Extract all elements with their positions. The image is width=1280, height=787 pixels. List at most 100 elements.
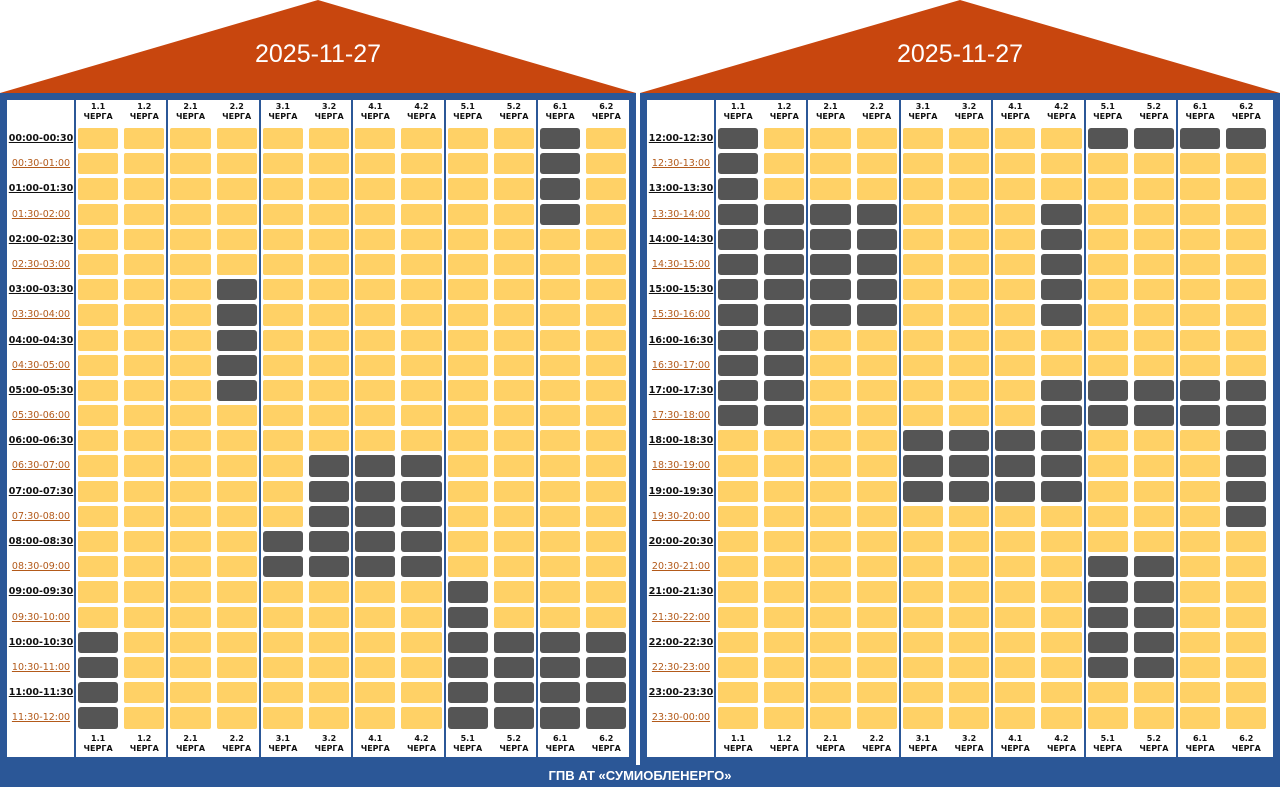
power-block — [1180, 304, 1221, 326]
power-block — [1133, 505, 1174, 527]
power-on-cell — [537, 328, 583, 353]
outage-cell — [1085, 579, 1131, 604]
group-divider — [536, 100, 538, 757]
power-on-cell — [854, 605, 900, 630]
power-on-cell — [761, 176, 807, 201]
queue-column-6.1: 6.1 ЧЕРГА 6.1 ЧЕРГА — [1177, 100, 1223, 757]
power-block — [856, 128, 897, 150]
time-column: 12:00-12:30 12:30-13:00 13:00-13:30 13:30-1… — [647, 126, 715, 731]
queue-number: 2.2 — [869, 734, 884, 743]
outage-cell — [992, 453, 1038, 478]
power-block — [493, 581, 534, 603]
power-on-cell — [761, 680, 807, 705]
outage-cell — [761, 403, 807, 428]
power-block — [401, 631, 442, 653]
outage-cell — [715, 328, 761, 353]
power-block — [586, 153, 627, 175]
power-block — [355, 329, 396, 351]
power-on-cell — [1177, 151, 1223, 176]
power-on-cell — [807, 680, 853, 705]
power-block — [124, 430, 165, 452]
power-block — [493, 153, 534, 175]
power-on-cell — [1177, 655, 1223, 680]
outage-cell — [1038, 378, 1084, 403]
outage-block — [718, 354, 759, 376]
power-block — [216, 606, 257, 628]
time-slot-label: 01:00-01:30 — [8, 183, 74, 195]
power-on-cell — [900, 630, 946, 655]
power-block — [124, 556, 165, 578]
power-block — [216, 556, 257, 578]
power-block — [995, 581, 1036, 603]
queue-label: ЧЕРГА — [1093, 744, 1123, 753]
queue-header: 5.2 ЧЕРГА — [1131, 100, 1177, 126]
outage-cell — [807, 277, 853, 302]
power-block — [902, 682, 943, 704]
power-on-cell — [946, 277, 992, 302]
power-block — [1180, 480, 1221, 502]
outage-block — [718, 203, 759, 225]
power-block — [355, 354, 396, 376]
power-block — [493, 455, 534, 477]
power-block — [1087, 203, 1128, 225]
queue-header: 4.1 ЧЕРГА — [352, 100, 398, 126]
power-on-cell — [306, 428, 352, 453]
power-on-cell — [306, 680, 352, 705]
time-slot-label: 17:30-18:00 — [651, 410, 711, 422]
queue-number: 2.2 — [869, 102, 884, 111]
power-on-cell — [398, 202, 444, 227]
power-on-cell — [583, 479, 629, 504]
power-block — [949, 354, 990, 376]
power-block — [1226, 178, 1267, 200]
power-block — [718, 707, 759, 729]
outage-block — [355, 556, 396, 578]
power-on-cell — [761, 605, 807, 630]
outage-cell — [352, 504, 398, 529]
power-block — [401, 682, 442, 704]
power-on-cell — [306, 605, 352, 630]
power-block — [447, 329, 488, 351]
power-on-cell — [1223, 630, 1269, 655]
power-block — [1226, 329, 1267, 351]
power-on-cell — [537, 579, 583, 604]
power-on-cell — [900, 277, 946, 302]
power-on-cell — [992, 176, 1038, 201]
power-on-cell — [1177, 605, 1223, 630]
power-on-cell — [352, 378, 398, 403]
outage-block — [1226, 128, 1267, 150]
queue-label: ЧЕРГА — [1185, 112, 1215, 121]
queue-header: 6.2 ЧЕРГА — [583, 100, 629, 126]
power-block — [718, 556, 759, 578]
power-block — [540, 606, 581, 628]
power-block — [170, 304, 211, 326]
power-block — [124, 455, 165, 477]
queue-column-3.1: 3.1 ЧЕРГА 3.1 ЧЕРГА — [260, 100, 306, 757]
power-block — [1180, 707, 1221, 729]
outage-block — [718, 228, 759, 250]
power-on-cell — [1085, 328, 1131, 353]
power-block — [493, 606, 534, 628]
group-divider — [991, 100, 994, 757]
queue-header: 2.1 ЧЕРГА — [807, 100, 853, 126]
power-block — [540, 228, 581, 250]
outage-block — [401, 480, 442, 502]
power-block — [447, 128, 488, 150]
power-on-cell — [1085, 302, 1131, 327]
group-divider — [714, 100, 716, 757]
power-block — [856, 505, 897, 527]
power-block — [586, 253, 627, 276]
power-block — [810, 128, 851, 150]
power-on-cell — [167, 176, 213, 201]
power-block — [78, 329, 119, 351]
time-slot-label: 15:00-15:30 — [648, 284, 714, 296]
power-on-cell — [445, 353, 491, 378]
power-block — [124, 253, 165, 276]
queue-footer: 1.2 ЧЕРГА — [761, 731, 807, 757]
power-on-cell — [1223, 302, 1269, 327]
queue-label: ЧЕРГА — [83, 112, 113, 121]
power-on-cell — [1038, 176, 1084, 201]
power-on-cell — [121, 428, 167, 453]
outage-block — [1041, 228, 1082, 250]
power-on-cell — [445, 151, 491, 176]
power-block — [262, 405, 303, 427]
